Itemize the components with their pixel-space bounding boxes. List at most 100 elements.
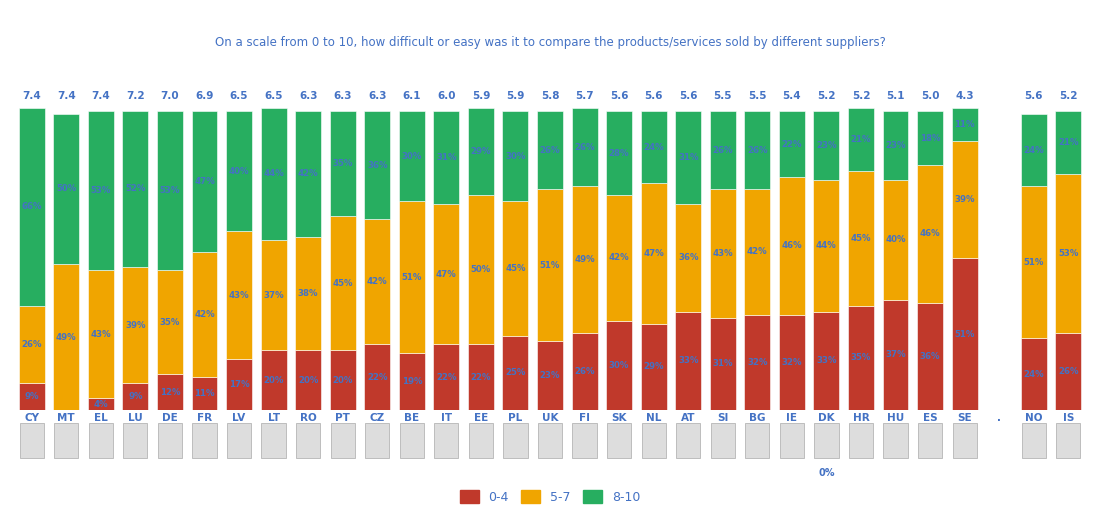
Text: 44%: 44% <box>263 169 284 178</box>
Text: 44%: 44% <box>816 241 837 250</box>
Text: 5.2: 5.2 <box>817 90 836 101</box>
FancyBboxPatch shape <box>227 423 251 458</box>
Bar <box>364 345 390 410</box>
Bar <box>191 252 218 377</box>
Text: 21%: 21% <box>850 135 871 144</box>
Bar <box>606 320 632 410</box>
Text: 51%: 51% <box>402 272 422 282</box>
Text: 36%: 36% <box>920 352 940 361</box>
FancyBboxPatch shape <box>123 423 147 458</box>
Text: 29%: 29% <box>471 147 491 156</box>
FancyBboxPatch shape <box>469 423 493 458</box>
Text: 51%: 51% <box>955 329 975 339</box>
Text: 23%: 23% <box>816 141 837 150</box>
Bar <box>468 108 494 195</box>
Text: 26%: 26% <box>713 146 733 155</box>
Bar <box>330 111 355 216</box>
Bar <box>19 108 45 306</box>
Text: 9%: 9% <box>24 392 38 401</box>
Text: 6.3: 6.3 <box>368 90 386 101</box>
Bar <box>917 165 943 302</box>
Text: 7.2: 7.2 <box>126 90 145 101</box>
Bar <box>710 318 736 410</box>
Text: 45%: 45% <box>332 279 353 288</box>
Bar <box>745 111 770 189</box>
Text: 37%: 37% <box>886 350 905 359</box>
FancyBboxPatch shape <box>918 423 943 458</box>
Text: 30%: 30% <box>402 151 422 160</box>
Bar <box>1055 111 1081 174</box>
Text: 43%: 43% <box>229 291 250 300</box>
Bar <box>537 341 563 410</box>
Text: 36%: 36% <box>367 160 387 169</box>
FancyBboxPatch shape <box>780 423 804 458</box>
Text: 5.1: 5.1 <box>887 90 905 101</box>
FancyBboxPatch shape <box>676 423 701 458</box>
Text: 24%: 24% <box>1023 146 1044 155</box>
Bar <box>917 302 943 410</box>
FancyBboxPatch shape <box>262 423 286 458</box>
Bar <box>779 315 805 410</box>
FancyBboxPatch shape <box>399 423 424 458</box>
Text: 45%: 45% <box>505 264 526 272</box>
Bar <box>433 345 460 410</box>
Text: 49%: 49% <box>56 332 77 341</box>
Bar <box>468 195 494 345</box>
FancyBboxPatch shape <box>365 423 389 458</box>
Bar <box>503 111 528 201</box>
Text: 6.3: 6.3 <box>333 90 352 101</box>
Text: 19%: 19% <box>402 377 422 387</box>
FancyBboxPatch shape <box>192 423 217 458</box>
Bar <box>330 216 355 350</box>
Text: 18%: 18% <box>920 134 940 143</box>
Text: 5.6: 5.6 <box>645 90 663 101</box>
Bar <box>330 350 355 410</box>
Bar <box>399 111 425 201</box>
Bar <box>122 383 149 410</box>
Text: 25%: 25% <box>505 368 526 377</box>
Text: 47%: 47% <box>194 177 214 186</box>
Bar <box>122 111 149 267</box>
Text: 31%: 31% <box>436 153 456 162</box>
FancyBboxPatch shape <box>20 423 44 458</box>
Text: 5.6: 5.6 <box>609 90 628 101</box>
Text: 46%: 46% <box>920 229 940 238</box>
FancyBboxPatch shape <box>572 423 596 458</box>
Text: 35%: 35% <box>332 159 353 168</box>
Bar <box>261 108 286 240</box>
Text: 39%: 39% <box>955 195 975 204</box>
FancyBboxPatch shape <box>1056 423 1080 458</box>
Text: 4%: 4% <box>94 400 108 409</box>
Text: 31%: 31% <box>678 153 698 162</box>
Bar <box>537 189 563 341</box>
Bar <box>295 111 321 237</box>
Text: 43%: 43% <box>90 329 111 339</box>
Bar <box>157 111 183 270</box>
Bar <box>157 270 183 375</box>
Text: 9%: 9% <box>128 392 143 401</box>
Bar <box>227 359 252 410</box>
FancyBboxPatch shape <box>641 423 666 458</box>
Text: 29%: 29% <box>644 362 664 371</box>
Bar <box>295 237 321 350</box>
Text: 7.4: 7.4 <box>57 90 76 101</box>
Text: 42%: 42% <box>367 277 387 286</box>
Text: 20%: 20% <box>332 376 353 385</box>
Bar <box>191 377 218 410</box>
Bar <box>882 111 909 180</box>
Text: 53%: 53% <box>1058 249 1078 258</box>
Text: 11%: 11% <box>955 120 975 129</box>
Text: 5.6: 5.6 <box>679 90 697 101</box>
Text: 33%: 33% <box>816 357 837 366</box>
Text: 5.9: 5.9 <box>506 90 525 101</box>
Bar <box>1055 332 1081 410</box>
Bar <box>227 231 252 359</box>
Text: 20%: 20% <box>263 376 284 385</box>
Legend: 0-4, 5-7, 8-10: 0-4, 5-7, 8-10 <box>454 485 646 509</box>
FancyBboxPatch shape <box>1022 423 1046 458</box>
Text: 6.1: 6.1 <box>403 90 421 101</box>
FancyBboxPatch shape <box>711 423 735 458</box>
Text: 22%: 22% <box>367 373 387 382</box>
Text: 33%: 33% <box>678 357 698 366</box>
Text: 6.3: 6.3 <box>299 90 318 101</box>
